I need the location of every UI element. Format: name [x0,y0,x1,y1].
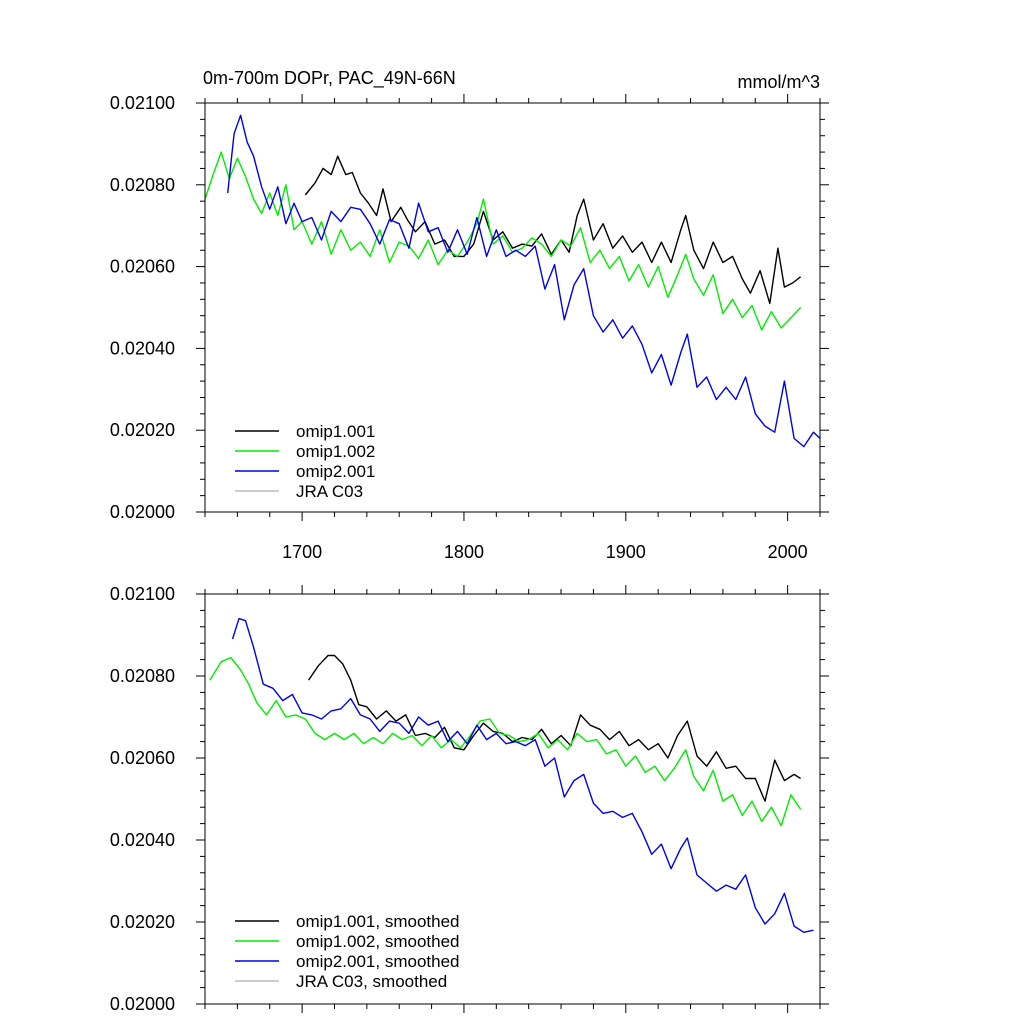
top-panel: 0m-700m DOPr, PAC_49N-66N mmol/m^3 0.020… [110,68,829,562]
x-tick-label: 1900 [606,542,646,562]
legend-label: omip1.001, smoothed [296,912,460,931]
series-line [308,654,801,802]
series-line [204,151,802,331]
y-tick-label: 0.02040 [110,338,175,358]
legend-label: omip2.001 [296,462,375,481]
legend-label: omip2.001, smoothed [296,952,460,971]
top-series-lines [204,114,821,448]
y-tick-label: 0.02040 [110,830,175,850]
y-tick-label: 0.02100 [110,93,175,113]
top-plot-frame [204,102,821,513]
series-line [231,617,814,933]
y-tick-label: 0.02000 [110,994,175,1014]
y-tick-label: 0.02080 [110,175,175,195]
y-tick-label: 0.02020 [110,420,175,440]
units-label: mmol/m^3 [738,72,820,92]
top-ticks [196,94,829,521]
legend-label: omip1.002, smoothed [296,932,460,951]
bottom-plot-frame [204,593,821,1005]
x-tick-label: 1800 [444,542,484,562]
y-tick-label: 0.02000 [110,502,175,522]
y-tick-label: 0.02060 [110,257,175,277]
bottom-panel: 0.02000 0.02020 0.02040 0.02060 0.02080 0.021… [110,584,829,1014]
legend-label: JRA C03, smoothed [296,972,447,991]
y-tick-label: 0.02020 [110,912,175,932]
bottom-y-tick-labels: 0.02000 0.02020 0.02040 0.02060 0.02080 0.021… [110,584,175,1014]
y-tick-label: 0.02080 [110,666,175,686]
x-tick-label: 2000 [768,542,808,562]
legend-label: JRA C03 [296,482,363,501]
bottom-series-lines [209,617,814,933]
y-tick-label: 0.02060 [110,748,175,768]
y-tick-label: 0.02100 [110,584,175,604]
top-x-tick-labels: 1700 1800 1900 2000 [282,542,808,562]
series-line [227,114,821,448]
x-tick-label: 1700 [282,542,322,562]
chart-title: 0m-700m DOPr, PAC_49N-66N [203,68,456,89]
series-line [209,656,802,827]
legend-label: omip1.001 [296,422,375,441]
bottom-ticks [196,585,829,1013]
legend-label: omip1.002 [296,442,375,461]
series-line [304,155,802,305]
top-y-tick-labels: 0.02000 0.02020 0.02040 0.02060 0.02080 0.021… [110,93,175,522]
